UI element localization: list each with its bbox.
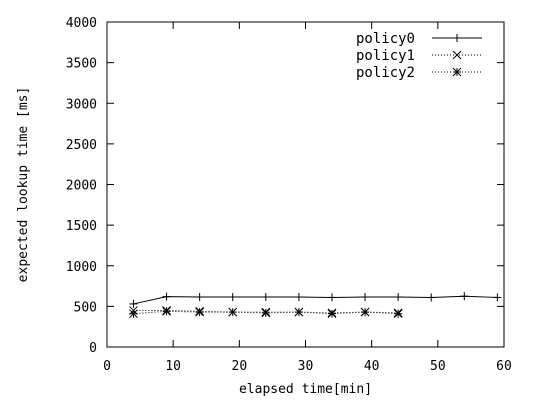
y-tick-label: 500 [74, 300, 97, 315]
legend-label: policy1 [356, 48, 415, 64]
x-tick-label: 0 [103, 359, 111, 374]
x-tick-label: 20 [232, 359, 248, 374]
data-point [195, 307, 204, 317]
series-layer [129, 292, 502, 319]
series-line [133, 295, 498, 305]
data-point [327, 293, 336, 302]
data-point [460, 292, 469, 301]
x-tick-label: 60 [496, 359, 512, 374]
x-tick-label: 50 [430, 359, 446, 374]
x-tick-label: 30 [298, 359, 314, 374]
data-point [162, 292, 171, 301]
legend-label: policy2 [356, 65, 415, 81]
y-tick-label: 1000 [66, 260, 97, 275]
y-axis-label: expected lookup time [ms] [16, 87, 31, 283]
legend-label: policy0 [356, 31, 415, 47]
data-point [162, 306, 171, 316]
data-point [394, 293, 403, 302]
data-point [327, 309, 337, 319]
data-point [493, 293, 502, 302]
y-tick-label: 3000 [66, 97, 97, 112]
y-tick-label: 4000 [66, 16, 97, 31]
x-tick-label: 10 [165, 359, 181, 374]
legend-marker [453, 34, 461, 42]
data-point [360, 307, 370, 317]
legend-marker [452, 67, 462, 77]
data-point [261, 308, 271, 318]
axes: 0 500 1000 1500 2000 2500 3000 3500 4000 0 10 20 30 4… [66, 16, 512, 374]
x-axis-label: elapsed time[min] [239, 382, 372, 397]
data-point [393, 309, 403, 319]
data-point [228, 293, 237, 302]
y-tick-label: 2000 [66, 179, 97, 194]
y-tick-label: 1500 [66, 219, 97, 234]
data-point [427, 293, 436, 302]
data-point [228, 307, 238, 317]
y-tick-label: 0 [89, 341, 97, 356]
legend-marker [452, 50, 462, 60]
x-tick-label: 40 [364, 359, 380, 374]
data-point [361, 293, 370, 302]
data-point [294, 307, 304, 317]
series-policy2 [129, 306, 403, 319]
data-point [195, 293, 204, 302]
series-policy0 [129, 292, 502, 308]
data-point [294, 293, 303, 302]
y-tick-label: 2500 [66, 138, 97, 153]
data-point [129, 309, 138, 319]
y-tick-label: 3500 [66, 57, 97, 72]
data-point [261, 293, 270, 302]
data-point [129, 299, 138, 308]
